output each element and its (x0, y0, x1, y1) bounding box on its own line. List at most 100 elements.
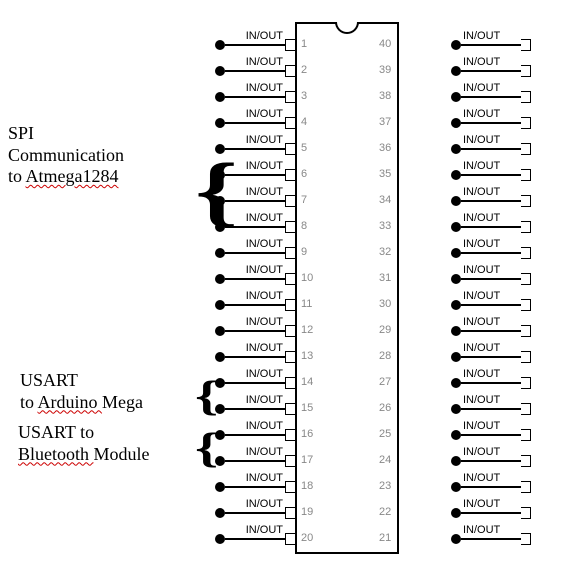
pin-left-15: IN/OUT (215, 396, 295, 422)
pin-label: IN/OUT (246, 82, 283, 94)
pin-right-39: IN/OUT (451, 58, 531, 84)
pin-stub (521, 299, 531, 311)
pin-right-33: IN/OUT (451, 214, 531, 240)
pin-label: IN/OUT (463, 368, 500, 380)
pin-lead: IN/OUT (461, 70, 521, 72)
pin-stub (285, 247, 295, 259)
pin-number-left: 12 (301, 324, 313, 336)
brace-usart-arduino: { (195, 373, 218, 421)
pin-dot (451, 430, 461, 440)
pin-dot (215, 508, 225, 518)
pin-lead: IN/OUT (461, 148, 521, 150)
pin-right-40: IN/OUT (451, 32, 531, 58)
pin-lead: IN/OUT (225, 512, 285, 514)
pin-right-35: IN/OUT (451, 162, 531, 188)
pin-label: IN/OUT (246, 160, 283, 172)
pin-dot (451, 378, 461, 388)
pin-label: IN/OUT (463, 134, 500, 146)
pin-number-right: 28 (379, 350, 391, 362)
pin-label: IN/OUT (246, 186, 283, 198)
pin-label: IN/OUT (246, 524, 283, 536)
pin-number-right: 29 (379, 324, 391, 336)
pin-label: IN/OUT (246, 472, 283, 484)
pin-number-left: 20 (301, 532, 313, 544)
pin-stub (521, 247, 531, 259)
pin-lead: IN/OUT (461, 460, 521, 462)
annotation-line: SPI (8, 123, 124, 145)
pin-stub (285, 143, 295, 155)
pin-number-right: 36 (379, 142, 391, 154)
pin-number-left: 7 (301, 194, 307, 206)
pin-lead: IN/OUT (225, 486, 285, 488)
pin-lead: IN/OUT (461, 278, 521, 280)
pin-label: IN/OUT (463, 316, 500, 328)
pin-label: IN/OUT (246, 56, 283, 68)
pin-label: IN/OUT (463, 56, 500, 68)
spellcheck-word: Arduino (38, 392, 103, 412)
pin-right-29: IN/OUT (451, 318, 531, 344)
pin-number-left: 3 (301, 90, 307, 102)
pin-dot (451, 326, 461, 336)
pin-dot (451, 222, 461, 232)
pin-right-22: IN/OUT (451, 500, 531, 526)
pin-number-left: 14 (301, 376, 313, 388)
pin-label: IN/OUT (246, 264, 283, 276)
pin-number-left: 16 (301, 428, 313, 440)
pin-label: IN/OUT (463, 446, 500, 458)
pin-stub (285, 377, 295, 389)
pin-lead: IN/OUT (225, 96, 285, 98)
pin-number-right: 39 (379, 64, 391, 76)
pin-number-right: 32 (379, 246, 391, 258)
pin-dot (215, 248, 225, 258)
pin-number-right: 23 (379, 480, 391, 492)
pin-stub (285, 455, 295, 467)
pin-label: IN/OUT (463, 264, 500, 276)
pin-stub (521, 273, 531, 285)
pin-stub (521, 91, 531, 103)
pin-dot (451, 144, 461, 154)
pin-dot (451, 482, 461, 492)
pin-dot (451, 248, 461, 258)
pin-number-right: 26 (379, 402, 391, 414)
pin-dot (215, 300, 225, 310)
pin-right-25: IN/OUT (451, 422, 531, 448)
pin-lead: IN/OUT (225, 538, 285, 540)
pin-lead: IN/OUT (225, 252, 285, 254)
pin-left-16: IN/OUT (215, 422, 295, 448)
pin-lead: IN/OUT (461, 382, 521, 384)
pin-right-26: IN/OUT (451, 396, 531, 422)
pin-stub (285, 273, 295, 285)
annotation-line: USART (20, 370, 143, 392)
pin-lead: IN/OUT (225, 278, 285, 280)
pin-right-30: IN/OUT (451, 292, 531, 318)
pin-label: IN/OUT (463, 82, 500, 94)
pin-lead: IN/OUT (461, 44, 521, 46)
pin-lead: IN/OUT (461, 486, 521, 488)
pin-left-10: IN/OUT (215, 266, 295, 292)
pin-number-right: 31 (379, 272, 391, 284)
pin-number-left: 4 (301, 116, 307, 128)
pin-label: IN/OUT (246, 108, 283, 120)
pin-left-19: IN/OUT (215, 500, 295, 526)
pin-label: IN/OUT (463, 472, 500, 484)
pin-right-37: IN/OUT (451, 110, 531, 136)
annotation-line: Bluetooth Module (18, 444, 150, 466)
pin-dot (215, 274, 225, 284)
pin-dot (451, 92, 461, 102)
pin-stub (521, 39, 531, 51)
pin-number-left: 10 (301, 272, 313, 284)
pin-label: IN/OUT (246, 420, 283, 432)
pin-number-right: 30 (379, 298, 391, 310)
pin-lead: IN/OUT (225, 434, 285, 436)
pin-number-right: 33 (379, 220, 391, 232)
pin-lead: IN/OUT (225, 382, 285, 384)
pin-stub (521, 117, 531, 129)
pin-right-31: IN/OUT (451, 266, 531, 292)
pin-lead: IN/OUT (225, 460, 285, 462)
pin-label: IN/OUT (463, 238, 500, 250)
spellcheck-word: Atmega1284 (26, 166, 119, 186)
pin-number-left: 2 (301, 64, 307, 76)
pin-lead: IN/OUT (461, 538, 521, 540)
pin-stub (521, 507, 531, 519)
pin-label: IN/OUT (463, 342, 500, 354)
